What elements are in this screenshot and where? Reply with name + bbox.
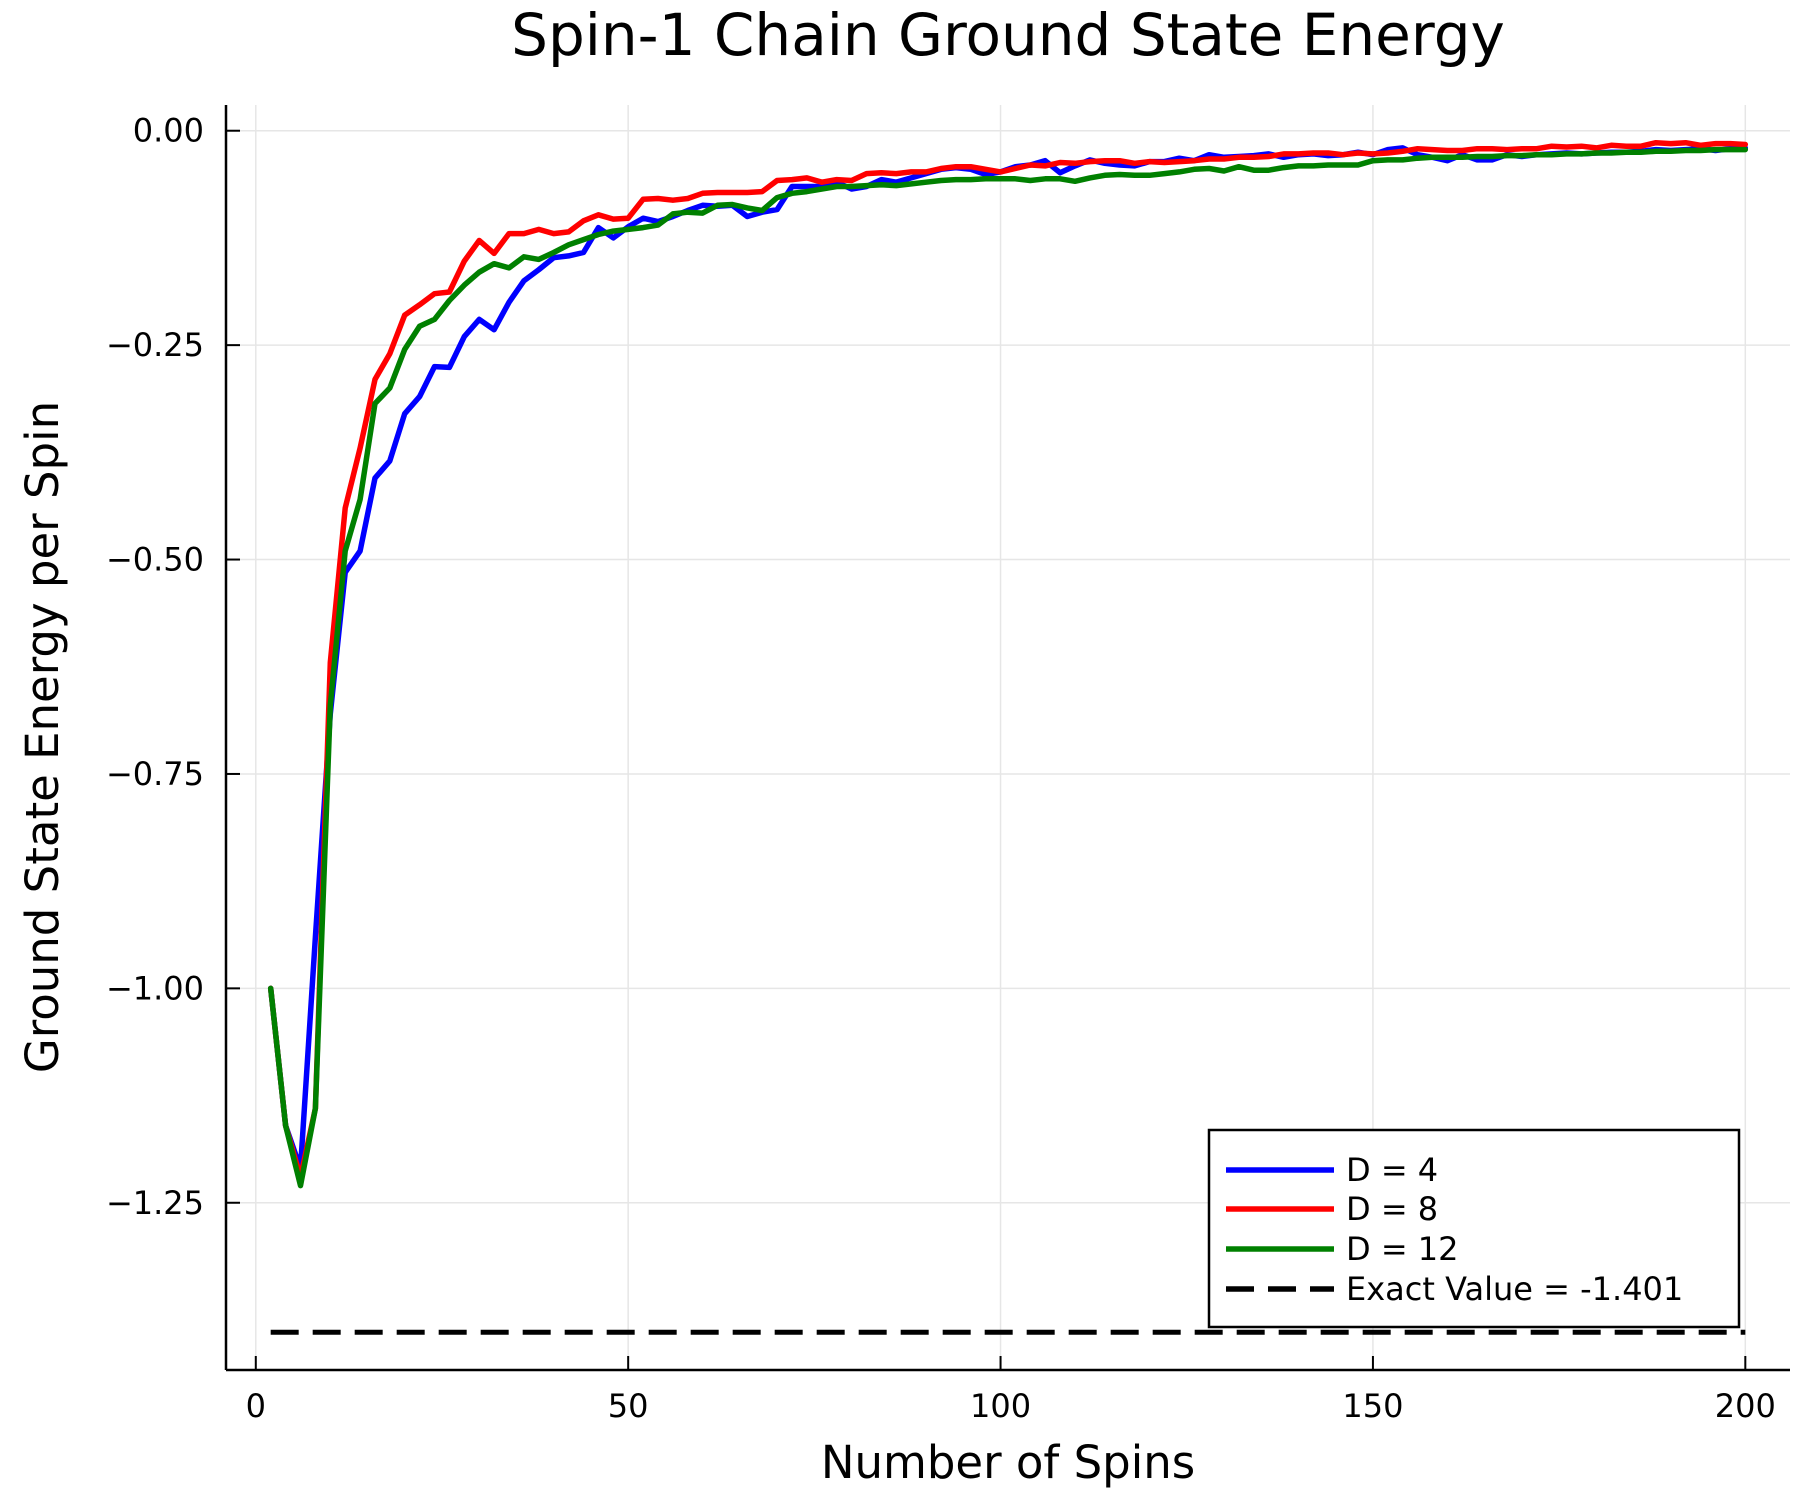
y-tick-label: −0.25: [106, 326, 204, 364]
x-ticks: 0 50 100 150 200: [246, 1356, 1776, 1425]
series-line-d-8: [267, 139, 1749, 1180]
legend-label-d8: D = 8: [1346, 1190, 1438, 1228]
x-tick-label: 0: [246, 1387, 266, 1425]
series-line-d-12: [267, 146, 1749, 1189]
series-line-d-4: [267, 145, 1749, 1172]
x-tick-label: 150: [1342, 1387, 1403, 1425]
legend-label-exact: Exact Value = -1.401: [1346, 1270, 1683, 1308]
y-tick-label: 0.00: [133, 112, 204, 150]
y-ticks: 0.00 −0.25 −0.50 −0.75 −1.00 −1.25: [106, 112, 240, 1222]
x-tick-label: 100: [970, 1387, 1031, 1425]
legend-label-d12: D = 12: [1346, 1230, 1459, 1268]
legend: D = 4 D = 8 D = 12 Exact Value = -1.401: [1207, 1128, 1741, 1329]
grid: [226, 105, 1790, 1370]
y-tick-label: −1.00: [106, 969, 204, 1007]
x-tick-label: 200: [1715, 1387, 1776, 1425]
plot-area: [267, 139, 1749, 1335]
y-tick-label: −0.50: [106, 541, 204, 579]
y-tick-label: −0.75: [106, 755, 204, 793]
y-tick-label: −1.25: [106, 1184, 204, 1222]
x-tick-label: 50: [608, 1387, 649, 1425]
legend-box: [1207, 1128, 1741, 1329]
axes: [224, 105, 1790, 1372]
legend-label-d4: D = 4: [1346, 1151, 1438, 1189]
chart-title: Spin-1 Chain Ground State Energy: [511, 1, 1505, 69]
y-axis-label: Ground State Energy per Spin: [16, 401, 69, 1073]
x-axis-label: Number of Spins: [821, 1436, 1195, 1489]
